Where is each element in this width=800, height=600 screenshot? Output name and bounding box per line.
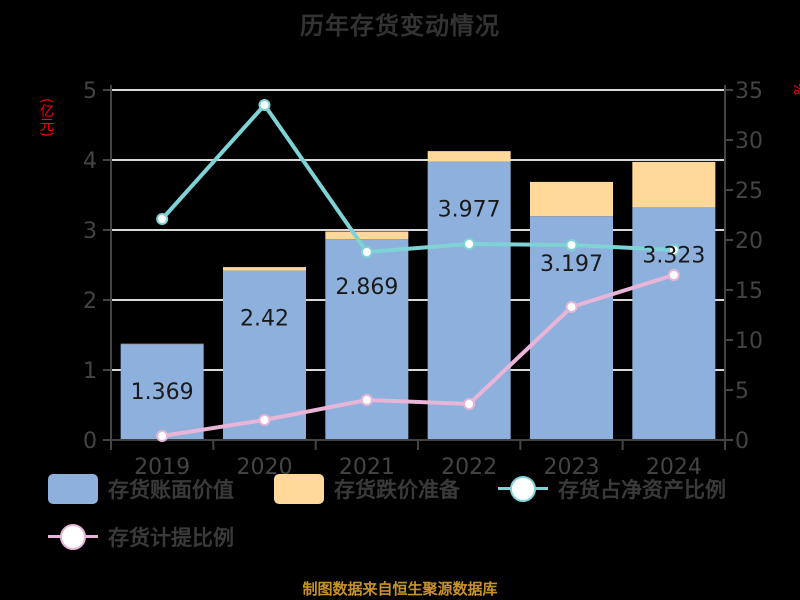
bar-series	[120, 151, 716, 441]
legend-label: 存货占净资产比例	[558, 478, 726, 502]
right-axis-tick-label: 30	[735, 129, 763, 154]
bar-provision-2022	[427, 151, 511, 162]
point-provision-ratio-2020	[258, 414, 271, 426]
x-axis-tick-label: 2021	[339, 455, 395, 480]
legend-bar-swatch-icon	[274, 474, 324, 504]
bar-value-label-2023: 3.197	[540, 252, 603, 277]
bar-provision-2024	[632, 161, 716, 208]
left-axis-tick-label: 5	[83, 79, 97, 104]
bar-book-value-2021	[325, 239, 409, 440]
legend-line-marker-icon	[48, 522, 98, 552]
bar-value-label-2022: 3.977	[438, 198, 501, 223]
point-inventory-to-net-assets-2024	[667, 244, 680, 256]
bar-book-value-2023	[530, 216, 613, 440]
bar-value-label-2019: 1.369	[131, 380, 194, 405]
line-provision-ratio	[161, 273, 675, 438]
left-axis-unit-label: (亿元)	[38, 97, 54, 137]
bar-book-value-2024	[632, 207, 716, 440]
right-axis-tick-label: 5	[735, 379, 749, 404]
point-inventory-to-net-assets-2019	[156, 213, 169, 225]
point-inventory-to-net-assets-2021	[360, 246, 373, 258]
legend-item-3[interactable]: 存货计提比例	[48, 520, 234, 554]
line-inventory-to-net-assets	[160, 101, 674, 255]
left-axis-tick-label: 3	[83, 219, 97, 244]
bar-value-label-2021: 2.869	[335, 275, 398, 300]
point-inventory-to-net-assets-2023	[565, 239, 578, 251]
left-axis-tick-label: 2	[83, 289, 97, 314]
legend-item-1[interactable]: 存货跌价准备	[274, 472, 460, 506]
point-provision-ratio-2021	[360, 394, 373, 406]
legend-item-2[interactable]: 存货占净资产比例	[498, 472, 726, 506]
point-provision-ratio-2024	[667, 269, 680, 281]
point-provision-ratio-2019	[156, 430, 169, 442]
bar-book-value-2022	[427, 161, 511, 441]
left-axis-tick-label: 0	[83, 429, 97, 454]
legend-label: 存货账面价值	[108, 478, 234, 502]
line-series	[156, 99, 680, 442]
legend-line-marker-icon	[498, 474, 548, 504]
right-axis-tick-label: 10	[735, 329, 763, 354]
gridlines	[111, 89, 725, 371]
point-inventory-to-net-assets-2022	[463, 238, 476, 250]
point-inventory-to-net-assets-2020	[258, 99, 271, 111]
legend-label: 存货跌价准备	[334, 478, 460, 502]
chart-title: 历年存货变动情况	[300, 12, 500, 40]
x-axis-tick-label: 2022	[441, 455, 497, 480]
right-axis-tick-label: 35	[735, 79, 763, 104]
x-axis-tick-label: 2019	[134, 455, 190, 480]
bar-provision-2023	[530, 181, 613, 217]
bar-provision-2020	[223, 267, 306, 271]
right-axis-unit-label: %	[790, 82, 800, 96]
bar-provision-2021	[325, 231, 409, 240]
right-axis-tick-label: 0	[735, 429, 749, 454]
right-axis-tick-label: 20	[735, 229, 763, 254]
bar-book-value-2020	[223, 270, 306, 440]
right-axis-tick-label: 25	[735, 179, 763, 204]
left-axis-tick-label: 1	[83, 359, 97, 384]
legend-label: 存货计提比例	[108, 526, 234, 550]
legend-bar-swatch-icon	[48, 474, 98, 504]
legend-item-0[interactable]: 存货账面价值	[48, 472, 234, 506]
bar-value-label-2020: 2.42	[240, 307, 289, 332]
x-axis-tick-label: 2023	[544, 455, 600, 480]
point-provision-ratio-2023	[565, 301, 578, 313]
bar-data-labels: 1.369 2.42 2.869 3.977 3.197 3.323	[131, 198, 706, 406]
left-axis-tick-label: 4	[83, 149, 97, 174]
bar-book-value-2019	[120, 344, 204, 440]
data-source-note: 制图数据来自恒生聚源数据库	[302, 580, 498, 598]
right-axis-tick-label: 15	[735, 279, 763, 304]
bar-value-label-2024: 3.323	[642, 243, 705, 268]
point-provision-ratio-2022	[463, 398, 476, 410]
x-axis-tick-label: 2024	[646, 455, 702, 480]
